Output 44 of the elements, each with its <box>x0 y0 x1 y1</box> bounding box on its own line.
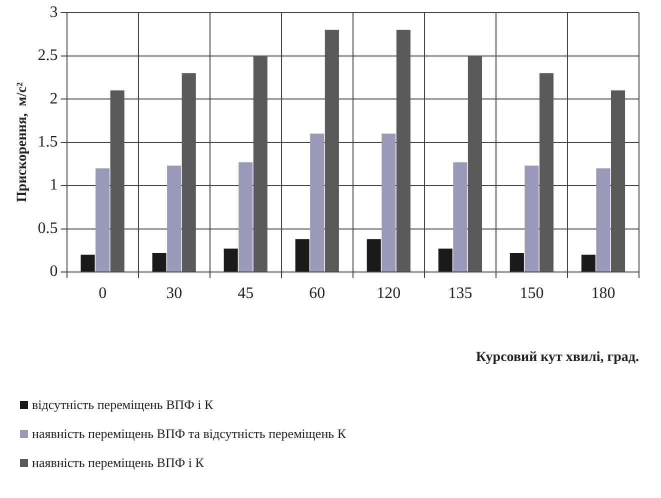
legend-label: наявність переміщень ВПФ та відсутність переміщень К <box>32 426 346 442</box>
bar <box>152 252 166 272</box>
bar <box>611 90 626 272</box>
x-tick-label: 45 <box>238 284 254 302</box>
bar <box>539 73 554 272</box>
legend-label: відсутність переміщень ВПФ і К <box>32 396 214 412</box>
bar <box>324 30 339 272</box>
bar <box>382 134 396 272</box>
x-tick-label: 135 <box>448 284 472 302</box>
bar <box>596 168 610 272</box>
x-axis-title: Курсовий кут хвилі, град. <box>476 350 639 366</box>
y-tick-label: 2.5 <box>38 47 58 64</box>
y-axis-title: Прискорення, м/с² <box>15 82 30 202</box>
x-tick-label: 0 <box>98 284 107 302</box>
x-tick-label: 180 <box>591 284 616 302</box>
y-tick-label: 1.5 <box>38 134 58 151</box>
bar <box>438 248 452 272</box>
y-tick-label: 1 <box>50 176 58 194</box>
bar <box>510 252 524 272</box>
bar <box>524 166 539 272</box>
bar <box>366 239 381 272</box>
bar <box>238 162 253 272</box>
legend-label: наявність переміщень ВПФ і К <box>32 454 204 470</box>
x-tick-label: 150 <box>520 284 544 302</box>
y-tick-label: 0.5 <box>38 220 58 237</box>
bar <box>96 168 110 272</box>
bar <box>310 134 324 272</box>
x-tick-label: 120 <box>376 284 401 302</box>
bar <box>80 254 95 272</box>
y-tick-label: 2 <box>50 90 58 108</box>
bar <box>110 90 124 272</box>
bar <box>253 56 268 272</box>
y-tick-label: 3 <box>50 4 58 21</box>
bar <box>396 30 410 272</box>
bar <box>581 254 596 272</box>
bar <box>295 239 310 272</box>
y-tick-label: 0 <box>50 263 58 280</box>
x-tick-label: 30 <box>166 284 182 302</box>
x-tick-label: 60 <box>309 284 326 302</box>
bar <box>167 166 182 272</box>
bar <box>468 56 482 272</box>
bar <box>182 73 196 272</box>
bar <box>224 248 238 272</box>
bar <box>453 162 468 272</box>
